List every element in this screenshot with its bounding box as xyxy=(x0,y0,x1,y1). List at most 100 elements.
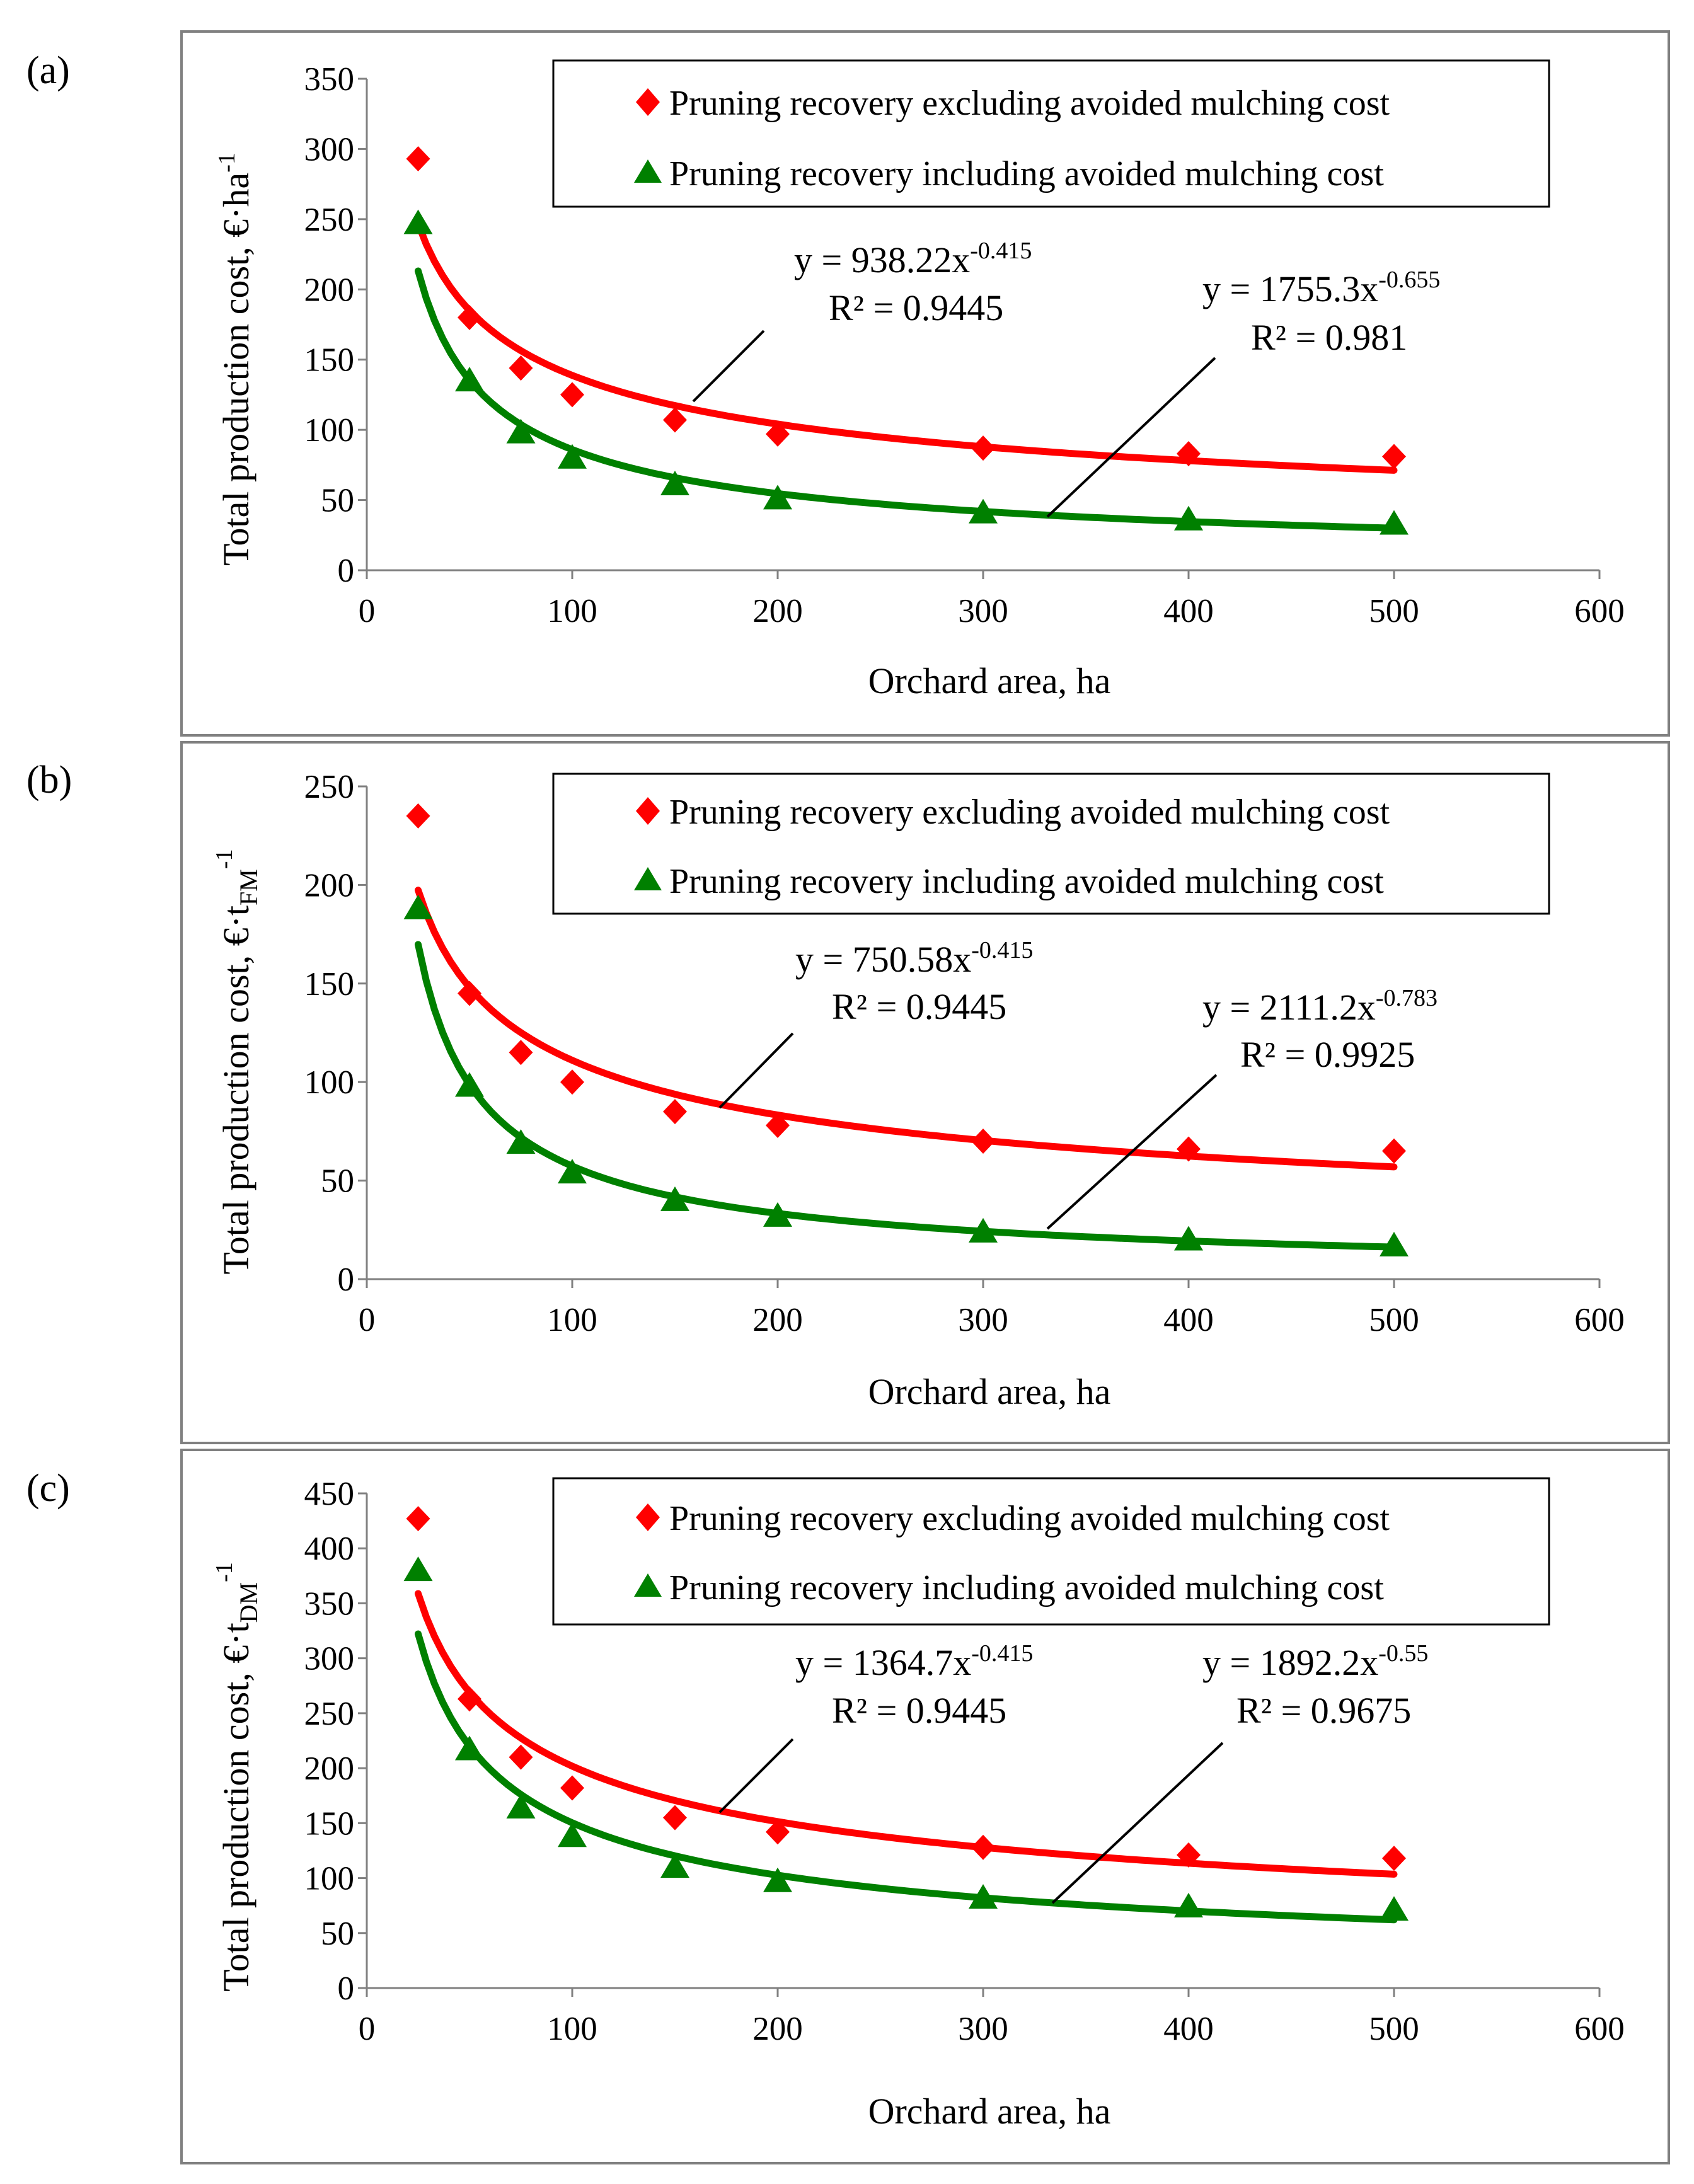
panel-c-ylabel: Total production cost, €·tDM-1 xyxy=(211,1562,263,1992)
panel-b-y-tick-label: 250 xyxy=(304,769,355,805)
panel-a-legend-label-green: Pruning recovery including avoided mulch… xyxy=(669,154,1384,193)
panel-c-legend-label-green: Pruning recovery including avoided mulch… xyxy=(669,1568,1384,1607)
panel-b-fit-curve-red xyxy=(415,887,1398,1171)
panel-a-x-tick-label: 200 xyxy=(752,593,803,629)
panel-c-point-red xyxy=(1177,1842,1201,1868)
panel-c-y-tick-label: 100 xyxy=(304,1861,355,1897)
panel-a-point-red xyxy=(509,355,533,381)
panel-c-point-green xyxy=(1174,1892,1203,1917)
panel-b-point-red xyxy=(560,1069,584,1095)
panel-a-legend-box xyxy=(552,59,1550,208)
panel-a-point-red xyxy=(560,382,584,408)
panel-a-point-green xyxy=(558,444,587,469)
panel-a-y-tick-label: 0 xyxy=(338,553,355,589)
panel-b-point-red xyxy=(458,980,481,1006)
panel-c-point-red xyxy=(766,1819,790,1845)
panel-a-point-red xyxy=(1177,441,1201,467)
panel-a-x-tick-label: 100 xyxy=(547,593,597,629)
panel-b-frame xyxy=(180,741,1670,1444)
panel-a-eq-red: y = 938.22x-0.415 xyxy=(794,238,1032,280)
panel-a-legend-triangle-marker xyxy=(634,159,662,183)
panel-a-legend: Pruning recovery excluding avoided mulch… xyxy=(552,59,1550,208)
panel-a-y-tick-label: 150 xyxy=(304,342,355,379)
panel-c-y-tick-label: 400 xyxy=(304,1531,355,1567)
panel-a-ylabel: Total production cost, €·ha-1 xyxy=(214,152,256,566)
panel-c-axes: 0 100 200 300 400 500 600 0 50 100 150 200 250 300 350… xyxy=(304,1476,1625,2047)
panel-c-point-green xyxy=(763,1867,792,1892)
panel-c-legend-box xyxy=(552,1477,1550,1626)
panel-b-y-tick-label: 0 xyxy=(338,1262,355,1298)
panel-c-point-red xyxy=(560,1775,584,1801)
panel-c-frame xyxy=(180,1449,1670,2164)
panel-b-point-red xyxy=(1177,1136,1201,1162)
panel-c-legend-triangle-marker xyxy=(634,1573,662,1597)
panel-a-r2-red: R² = 0.9445 xyxy=(829,287,1003,328)
panel-b-xlabel: Orchard area, ha xyxy=(868,1371,1111,1412)
panel-b-label: (b) xyxy=(26,759,72,802)
panel-a-y-tick-label: 300 xyxy=(304,131,355,168)
panel-b-point-green xyxy=(1174,1226,1203,1251)
panel-a-x-tick-label: 500 xyxy=(1369,593,1419,629)
panel-a-point-green xyxy=(1380,510,1409,535)
panel-c-y-tick-label: 0 xyxy=(338,1970,355,2007)
panel-c-eq-red-leader xyxy=(718,1738,794,1813)
panel-c-point-green xyxy=(455,1735,484,1761)
panel-c-legend-diamond-marker xyxy=(636,1503,660,1531)
panel-a-y-tick-label: 350 xyxy=(304,61,355,98)
panel-c-point-green xyxy=(506,1793,536,1819)
panel-a-x-tick-label: 300 xyxy=(958,593,1008,629)
panel-a-label: (a) xyxy=(26,49,70,92)
panel-a-point-green xyxy=(660,471,689,496)
panel-b-y-tick-label: 150 xyxy=(304,966,355,1003)
panel-b-legend-diamond-marker xyxy=(636,797,660,825)
panel-c-eq-green-leader xyxy=(1051,1742,1224,1904)
panel-b-legend: Pruning recovery excluding avoided mulch… xyxy=(552,773,1550,915)
panel-a-fit-curve-green xyxy=(415,267,1398,532)
panel-b-y-tick-label: 200 xyxy=(304,867,355,904)
panel-b-point-green xyxy=(763,1202,792,1227)
panel-c-point-red xyxy=(663,1805,687,1831)
panel-c-point-green xyxy=(1380,1896,1409,1921)
panel-b-fit-curve-green xyxy=(415,941,1398,1251)
panel-c-x-tick-label: 100 xyxy=(547,2011,597,2047)
panel-c-point-red xyxy=(509,1744,533,1770)
panel-a-x-tick-label: 0 xyxy=(359,593,376,629)
panel-a-point-green xyxy=(455,367,484,392)
panel-a-legend-diamond-marker xyxy=(636,88,660,116)
panel-b-eq-red: y = 750.58x-0.415 xyxy=(795,937,1033,980)
panel-b-point-red xyxy=(663,1099,687,1125)
panel-a-point-green xyxy=(506,418,536,444)
panel-b-x-tick-label: 500 xyxy=(1369,1302,1419,1338)
panel-b-x-tick-label: 0 xyxy=(359,1302,376,1338)
panel-c: (c) 0 100 200 300 400 500 600 0 50 100 150 200 250 30… xyxy=(26,1449,1670,2164)
panel-b-point-red xyxy=(971,1129,995,1154)
panel-b-eq-green: y = 2111.2x-0.783 xyxy=(1202,985,1438,1028)
panel-b-eq-green-leader xyxy=(1046,1074,1218,1230)
panel-b-legend-triangle-marker xyxy=(634,867,662,890)
panel-c-r2-red: R² = 0.9445 xyxy=(832,1690,1006,1731)
panel-b-point-green xyxy=(558,1159,587,1184)
panel-a-point-green xyxy=(969,498,998,524)
panel-c-point-red xyxy=(971,1834,995,1860)
panel-a-r2-green: R² = 0.981 xyxy=(1251,317,1407,358)
panel-b-point-green xyxy=(1380,1231,1409,1256)
panel-c-x-tick-label: 200 xyxy=(752,2011,803,2047)
panel-b-legend-label-red: Pruning recovery excluding avoided mulch… xyxy=(669,793,1390,832)
panel-c-y-tick-label: 450 xyxy=(304,1476,355,1512)
panel-c-y-tick-label: 300 xyxy=(304,1641,355,1677)
panel-a-y-tick-label: 250 xyxy=(304,202,355,238)
panel-b-point-green xyxy=(660,1186,689,1211)
panel-b-y-tick-label: 100 xyxy=(304,1064,355,1101)
panel-c-fit-curve-green xyxy=(415,1630,1398,1924)
panel-c-x-tick-label: 0 xyxy=(359,2011,376,2047)
panel-c-points xyxy=(403,1506,1409,1921)
panel-c-point-green xyxy=(969,1883,998,1909)
panel-a-x-tick-label: 600 xyxy=(1574,593,1625,629)
panel-a-point-green xyxy=(1174,505,1203,531)
panel-b-legend-label-green: Pruning recovery including avoided mulch… xyxy=(669,862,1384,901)
panel-a-x-tick-label: 400 xyxy=(1163,593,1214,629)
panel-a-eq-green-leader xyxy=(1046,357,1216,518)
panel-a-eq-green: y = 1755.3x-0.655 xyxy=(1202,267,1440,309)
panel-c-xlabel: Orchard area, ha xyxy=(868,2091,1111,2132)
